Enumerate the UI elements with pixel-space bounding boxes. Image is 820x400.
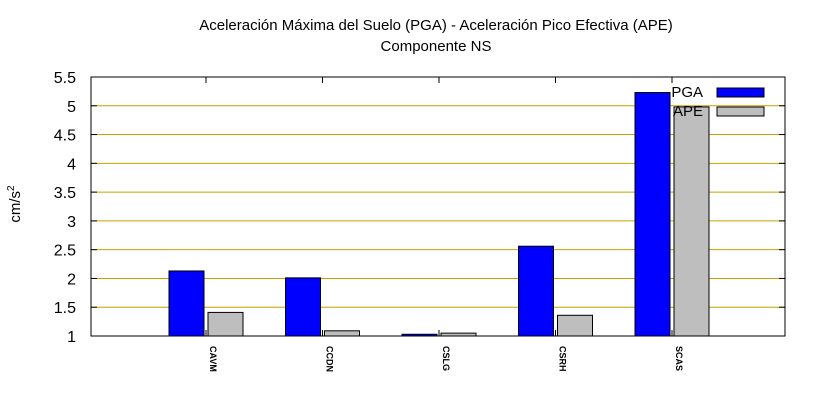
y-tick-label: 5.5 bbox=[54, 70, 76, 87]
x-tick-label: CCDN bbox=[325, 346, 335, 372]
y-tick-label: 2 bbox=[67, 271, 76, 288]
chart-subtitle: Componente NS bbox=[380, 38, 492, 55]
y-tick-label: 1.5 bbox=[54, 300, 76, 317]
y-tick-label: 3 bbox=[67, 214, 76, 231]
bar-ape-ccdn bbox=[324, 330, 360, 337]
y-tick-label: 4.5 bbox=[54, 128, 76, 145]
bar-pga-scas bbox=[634, 92, 671, 337]
y-tick-label: 4 bbox=[67, 156, 76, 173]
bar-ape-scas bbox=[673, 106, 710, 337]
x-tick-label: CSRH bbox=[558, 346, 568, 372]
y-tick-label: 1 bbox=[67, 329, 76, 346]
bar-pga-ccdn bbox=[285, 277, 321, 337]
legend-label-pga: PGA bbox=[671, 84, 703, 101]
bar-pga-cavm bbox=[168, 270, 205, 337]
y-tick-label: 5 bbox=[67, 99, 76, 116]
y-tick-label: 2.5 bbox=[54, 243, 76, 260]
chart-title: Aceleración Máxima del Suelo (PGA) - Ace… bbox=[199, 17, 673, 34]
legend-label-ape: APE bbox=[673, 103, 703, 120]
plot-border bbox=[90, 76, 786, 337]
bar-ape-cavm bbox=[207, 311, 244, 337]
legend-swatch-pga bbox=[716, 87, 765, 98]
y-tick-label: 3.5 bbox=[54, 185, 76, 202]
x-tick-label: SCAS bbox=[674, 346, 684, 371]
x-tick-label: CSLG bbox=[441, 346, 451, 371]
axes: 1 1.5 2 2.5 3 3.5 4 4.5 5 5.5 CAVM CCDN CSLG CSRH SCAS bbox=[54, 70, 786, 372]
legend-swatch-ape bbox=[716, 106, 765, 117]
legend: PGA APE bbox=[671, 84, 765, 120]
bar-pga-csrh bbox=[518, 245, 554, 337]
bar-ape-csrh bbox=[557, 314, 593, 337]
bars bbox=[168, 92, 710, 337]
x-tick-label: CAVM bbox=[208, 346, 218, 372]
